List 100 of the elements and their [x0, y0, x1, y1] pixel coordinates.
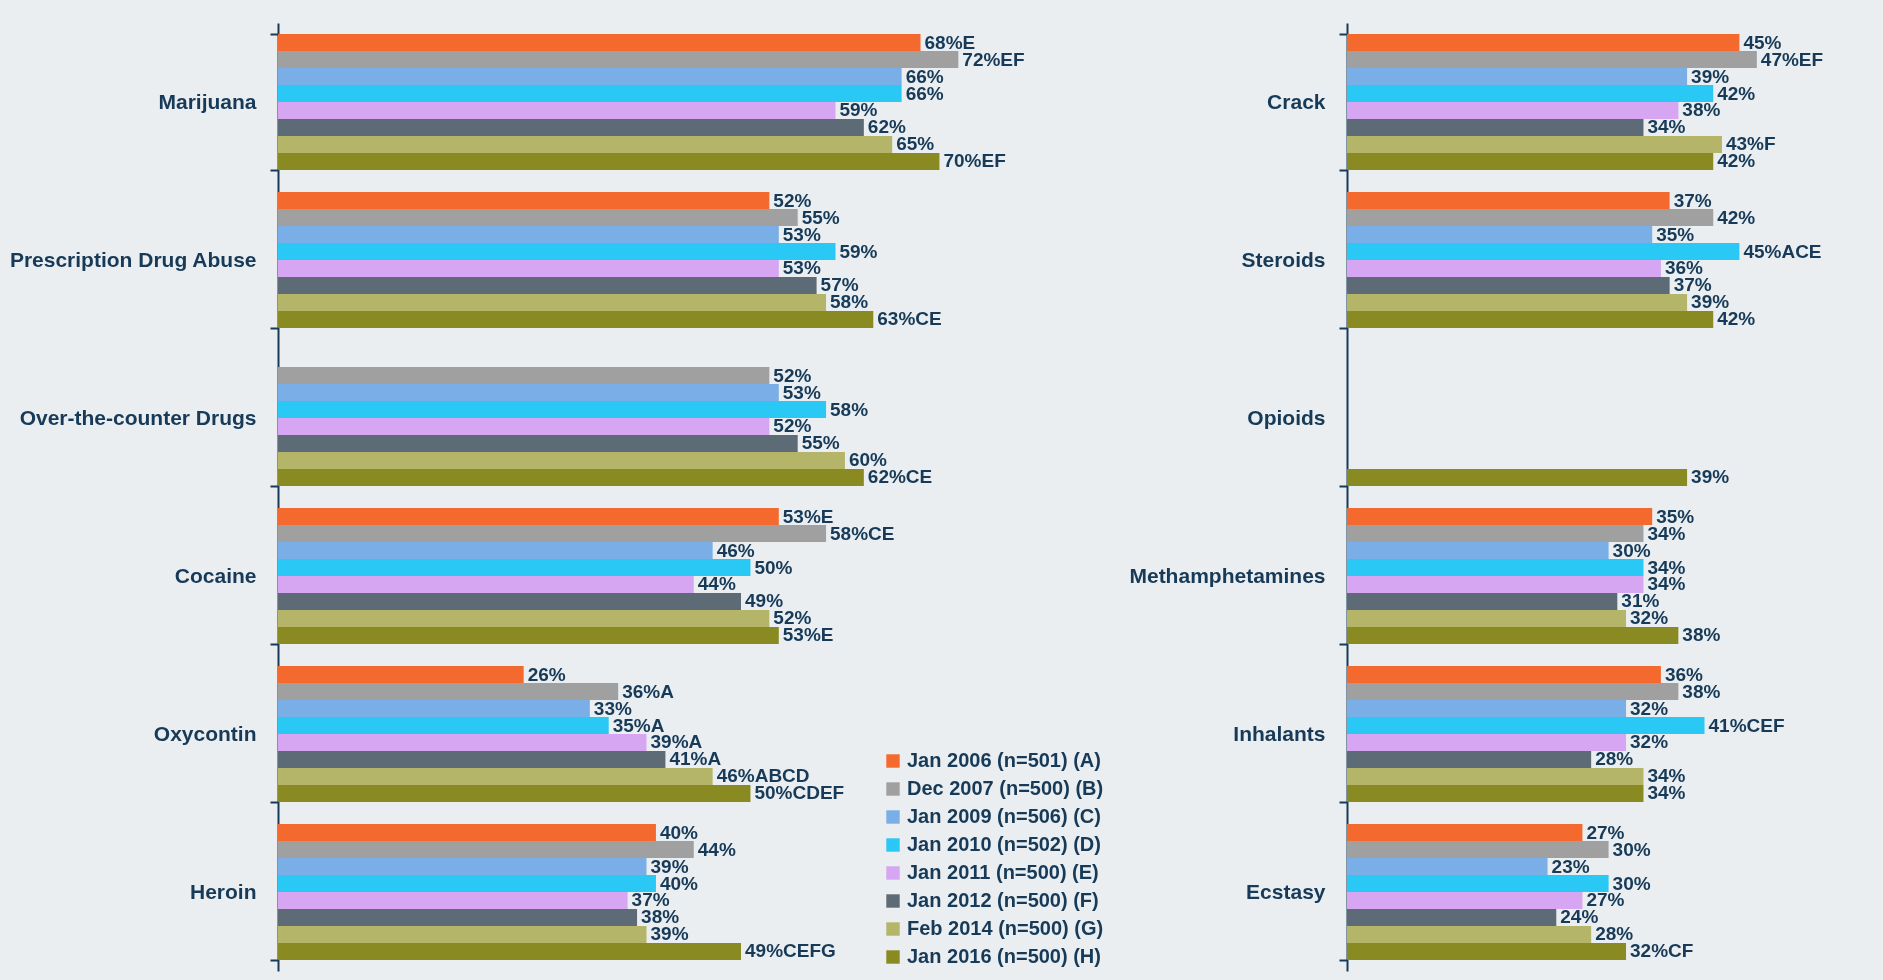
- bar: [1347, 226, 1653, 244]
- data-label: 59%: [839, 240, 878, 262]
- bar: [1347, 209, 1714, 227]
- bar: [1347, 609, 1627, 627]
- bar: [1347, 135, 1722, 153]
- data-label: 23%: [1551, 855, 1590, 877]
- bar: [1347, 683, 1679, 701]
- bar: [278, 293, 827, 311]
- bar: [1347, 700, 1627, 718]
- y-tick-label: Opioids: [1247, 405, 1326, 429]
- bar: [278, 525, 827, 543]
- bar: [1347, 942, 1627, 960]
- bar: [278, 152, 940, 170]
- bar: [1347, 875, 1609, 892]
- bar: [278, 434, 798, 452]
- bar: [1347, 51, 1757, 69]
- bar: [278, 310, 874, 328]
- bar: [1347, 192, 1670, 210]
- bar: [1347, 542, 1609, 560]
- bar: [1347, 34, 1740, 52]
- bar: [1347, 767, 1644, 785]
- bar: [1347, 734, 1627, 751]
- bar: [278, 784, 751, 802]
- y-tick-label: Prescription Drug Abuse: [9, 247, 257, 271]
- legend-label: Jan 2009 (n=506) (C): [907, 805, 1101, 827]
- bar: [1347, 559, 1644, 576]
- data-label: 38%: [1682, 624, 1721, 646]
- y-tick-label: Inhalants: [1233, 721, 1326, 745]
- y-tick-label: Crack: [1267, 89, 1326, 113]
- bar: [1347, 310, 1714, 328]
- bar: [1347, 85, 1714, 102]
- bar: [1347, 592, 1618, 610]
- bar: [1347, 102, 1679, 119]
- bar: [278, 118, 864, 136]
- bar: [278, 68, 902, 86]
- data-label: 53%: [782, 257, 821, 279]
- bar: [1347, 824, 1583, 842]
- data-label: 40%: [659, 821, 699, 843]
- data-label: 50%: [754, 556, 793, 578]
- bar: [278, 942, 741, 960]
- bar: [278, 609, 770, 627]
- legend-label: Jan 2010 (n=502) (D): [907, 833, 1101, 855]
- bar: [1347, 118, 1644, 136]
- bar: [1347, 293, 1688, 311]
- bar: [278, 626, 779, 644]
- y-tick-label: Steroids: [1241, 247, 1326, 271]
- data-label: 35%: [1656, 223, 1695, 245]
- y-tick-label: Cocaine: [174, 563, 257, 587]
- y-tick-label: Ecstasy: [1246, 879, 1326, 903]
- bar: [1347, 841, 1609, 859]
- data-label: 26%: [527, 663, 566, 685]
- bar: [278, 892, 628, 909]
- bar: [278, 700, 590, 718]
- bar: [278, 451, 845, 469]
- bar: [1347, 152, 1714, 170]
- bar: [278, 841, 694, 859]
- bar: [278, 226, 779, 244]
- data-label: 32%: [1630, 697, 1669, 719]
- data-label: 44%: [697, 573, 736, 595]
- bar: [278, 276, 817, 294]
- bar: [1347, 750, 1592, 768]
- bar: [1347, 666, 1661, 684]
- bar: [278, 717, 609, 734]
- data-label: 58%: [830, 398, 869, 420]
- bar: [1347, 626, 1679, 644]
- y-tick-label: Marijuana: [158, 89, 257, 113]
- bar: [278, 559, 751, 576]
- data-label: 46%: [716, 539, 755, 561]
- bar: [278, 102, 836, 119]
- y-tick-label: Methamphetamines: [1129, 563, 1326, 587]
- bar: [278, 85, 902, 102]
- legend-label: Jan 2012 (n=500) (F): [907, 889, 1099, 911]
- bar: [1347, 468, 1688, 486]
- bar: [1347, 784, 1644, 802]
- data-label: 70%EF: [943, 150, 1006, 172]
- bar: [278, 418, 770, 435]
- bar: [278, 468, 864, 486]
- data-label: 49%CEFG: [745, 940, 836, 962]
- legend-label: Jan 2016 (n=500) (H): [907, 945, 1101, 967]
- legend-label: Jan 2006 (n=501) (A): [907, 749, 1101, 771]
- bar: [278, 576, 694, 593]
- data-label: 42%: [1717, 206, 1756, 228]
- bar: [278, 683, 619, 701]
- bar: [278, 508, 779, 526]
- bar: [278, 542, 713, 560]
- bar: [278, 666, 524, 684]
- data-label: 39%: [1691, 466, 1730, 488]
- bar: [278, 209, 798, 227]
- bar: [1347, 276, 1670, 294]
- bar: [278, 51, 959, 69]
- bar: [278, 243, 836, 260]
- bar: [278, 875, 656, 892]
- legend-label: Feb 2014 (n=500) (G): [907, 917, 1104, 939]
- bar: [1347, 68, 1688, 86]
- y-tick-label: Heroin: [189, 879, 257, 903]
- bar: [1347, 243, 1740, 260]
- data-label: 44%: [697, 838, 736, 860]
- bar: [278, 858, 647, 876]
- bar: [278, 734, 647, 751]
- y-tick-label: Over-the-counter Drugs: [19, 405, 257, 429]
